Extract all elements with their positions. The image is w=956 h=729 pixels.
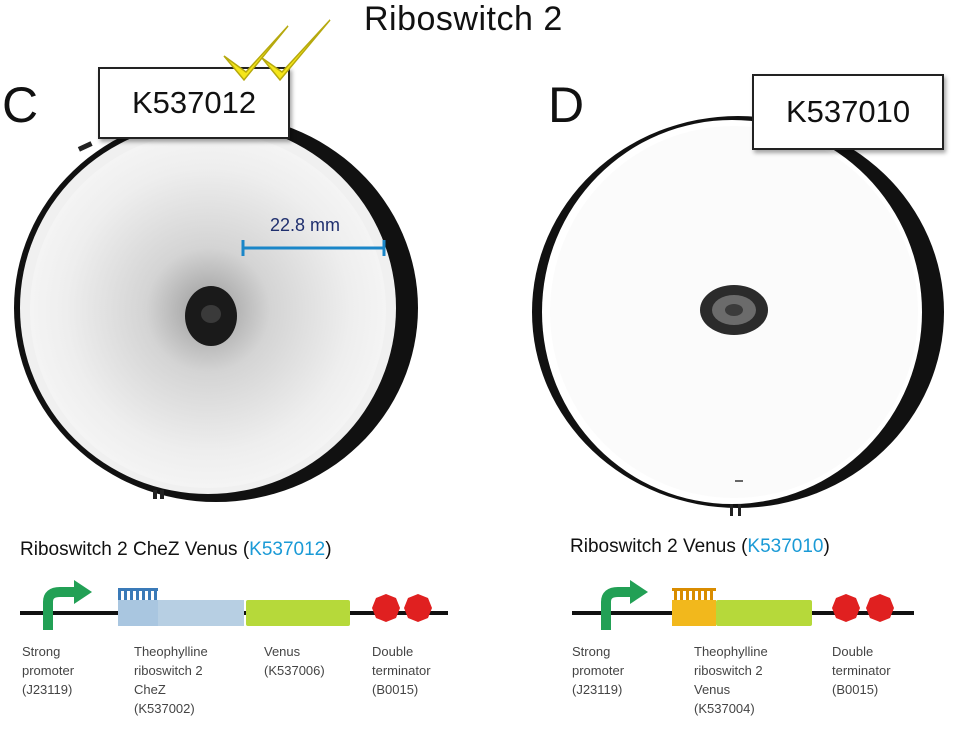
panel-letter-c: C xyxy=(2,77,39,133)
part-label-line: Double xyxy=(832,644,874,659)
measurement-bar-c xyxy=(241,240,386,256)
venus-cds-d xyxy=(716,600,812,626)
part-label-d-promoter: Strong promoter (J23119) xyxy=(572,642,624,699)
part-label-line: Strong xyxy=(572,644,611,659)
strain-label-d: K537010 xyxy=(752,74,944,150)
part-label-line: Theophylline xyxy=(134,644,208,659)
construct-title-d: Riboswitch 2 Venus (K537010) xyxy=(570,536,830,558)
construct-title-d-prefix: Riboswitch 2 Venus ( xyxy=(570,536,748,557)
part-label-line: (J23119) xyxy=(22,682,73,697)
part-label-line: riboswitch 2 xyxy=(694,663,763,678)
venus-cds-c xyxy=(246,600,350,626)
part-label-line: Double xyxy=(372,644,414,659)
agar-plate-d xyxy=(532,116,944,516)
construct-title-c-suffix: ) xyxy=(325,539,332,560)
figure-title: Riboswitch 2 xyxy=(364,0,563,38)
measurement-label-c: 22.8 mm xyxy=(270,215,341,235)
part-label-line: (K537004) xyxy=(694,701,755,716)
terminator-icon xyxy=(372,594,400,622)
part-label-line: Theophylline xyxy=(694,644,768,659)
riboswitch-part-d xyxy=(672,588,716,626)
part-label-line: CheZ xyxy=(134,682,166,697)
agar-plate-c xyxy=(14,114,418,502)
part-label-line: (B0015) xyxy=(372,682,419,697)
terminator-icon xyxy=(832,594,860,622)
construct-link-c[interactable]: K537012 xyxy=(249,539,326,560)
panel-letter-d: D xyxy=(548,77,585,133)
part-label-line: riboswitch 2 xyxy=(134,663,203,678)
terminator-icon xyxy=(404,594,432,622)
genetic-construct-c xyxy=(20,580,448,630)
genetic-construct-d xyxy=(572,580,914,630)
part-label-line: Strong xyxy=(22,644,61,659)
construct-title-c-prefix: Riboswitch 2 CheZ Venus ( xyxy=(20,539,250,560)
part-label-line: Venus xyxy=(264,644,301,659)
construct-title-c: Riboswitch 2 CheZ Venus (K537012) xyxy=(20,539,332,561)
part-label-c-terminator: Double terminator (B0015) xyxy=(372,642,431,699)
part-label-line: (K537002) xyxy=(134,701,195,716)
part-label-line: promoter xyxy=(572,663,625,678)
checkmark-icon xyxy=(223,19,331,82)
riboswitch-part-c xyxy=(118,588,158,626)
chez-cds xyxy=(158,600,244,626)
promoter-arrow-icon xyxy=(601,580,648,630)
strain-label-c: K537012 xyxy=(98,67,290,139)
part-label-line: terminator xyxy=(372,663,431,678)
part-label-line: (B0015) xyxy=(832,682,879,697)
part-label-c-riboswitch: Theophylline riboswitch 2 CheZ (K537002) xyxy=(134,642,208,718)
part-label-d-terminator: Double terminator (B0015) xyxy=(832,642,891,699)
part-label-line: promoter xyxy=(22,663,75,678)
part-label-line: terminator xyxy=(832,663,891,678)
construct-link-d[interactable]: K537010 xyxy=(747,536,824,557)
part-label-c-promoter: Strong promoter (J23119) xyxy=(22,642,74,699)
part-label-d-riboswitch: Theophylline riboswitch 2 Venus (K537004… xyxy=(694,642,768,718)
promoter-arrow-icon xyxy=(43,580,92,630)
part-label-line: (J23119) xyxy=(572,682,623,697)
part-label-line: (K537006) xyxy=(264,663,325,678)
part-label-line: Venus xyxy=(694,682,731,697)
part-label-c-venus: Venus (K537006) xyxy=(264,642,325,680)
terminator-icon xyxy=(866,594,894,622)
construct-title-d-suffix: ) xyxy=(823,536,830,557)
